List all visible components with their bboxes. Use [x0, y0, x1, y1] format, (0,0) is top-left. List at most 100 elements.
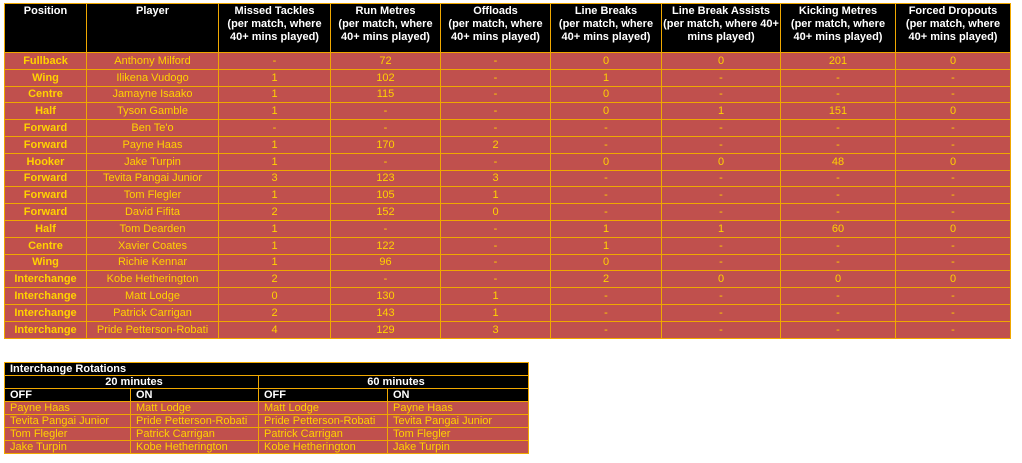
- player-cell: Jake Turpin: [86, 152, 219, 171]
- rotation-player-cell: Pride Petterson-Robati: [130, 414, 259, 428]
- column-header: Offloads (per match, where 40+ mins playe…: [440, 3, 551, 53]
- position-cell: Half: [4, 219, 87, 238]
- position-cell: Centre: [4, 85, 87, 104]
- stat-cell: -: [661, 68, 781, 87]
- stat-cell: 0: [550, 102, 662, 121]
- stat-cell: -: [440, 119, 551, 137]
- stat-cell: 2: [218, 203, 331, 221]
- stat-cell: 130: [330, 287, 441, 305]
- stat-cell: -: [895, 135, 1011, 154]
- stat-cell: 1: [218, 102, 331, 121]
- stat-cell: -: [895, 68, 1011, 87]
- stat-cell: -: [895, 236, 1011, 255]
- stat-cell: -: [330, 119, 441, 137]
- stat-cell: -: [895, 303, 1011, 322]
- player-cell: Kobe Hetherington: [86, 270, 219, 289]
- player-cell: Payne Haas: [86, 135, 219, 154]
- player-cell: Tevita Pangai Junior: [86, 169, 219, 188]
- table-row: Forward Tom Flegler 1 105 1- - - -: [4, 186, 1011, 205]
- stat-cell: -: [440, 253, 551, 272]
- stat-cell: 96: [330, 253, 441, 272]
- stat-cell: 1: [218, 68, 331, 87]
- column-subtitle: (per match, where 40+ mins played): [905, 18, 1001, 43]
- column-title: Missed Tackles: [234, 5, 315, 17]
- column-subtitle: (per match, where 40+ mins played): [558, 18, 654, 43]
- stat-cell: 1: [550, 68, 662, 87]
- position-cell: Forward: [4, 169, 87, 188]
- player-cell: Richie Kennar: [86, 253, 219, 272]
- rotation-player-cell: Kobe Hetherington: [258, 440, 388, 454]
- table-row: Half Tom Dearden 1- -1 1 60 0: [4, 219, 1011, 238]
- position-cell: Forward: [4, 119, 87, 137]
- stat-cell: 1: [550, 236, 662, 255]
- column-title: Offloads: [473, 5, 518, 17]
- position-cell: Interchange: [4, 270, 87, 289]
- position-cell: Forward: [4, 135, 87, 154]
- header-row: Position Player Missed Tackles (per match, …: [4, 3, 1011, 53]
- player-cell: Tom Dearden: [86, 219, 219, 238]
- stat-cell: -: [550, 135, 662, 154]
- stat-cell: -: [661, 253, 781, 272]
- position-cell: Interchange: [4, 303, 87, 322]
- position-cell: Hooker: [4, 152, 87, 171]
- stat-cell: -: [780, 135, 896, 154]
- stat-cell: -: [895, 287, 1011, 305]
- stat-cell: -: [780, 287, 896, 305]
- player-cell: Patrick Carrigan: [86, 303, 219, 322]
- stat-cell: -: [661, 303, 781, 322]
- stat-cell: -: [330, 152, 441, 171]
- stat-cell: -: [780, 303, 896, 322]
- stat-cell: -: [661, 119, 781, 137]
- rotation-row: Payne Haas Matt Lodge Matt Lodge Payne Haas: [4, 401, 529, 415]
- stat-cell: 152: [330, 203, 441, 221]
- col-on: ON: [130, 388, 259, 402]
- col-off: OFF: [4, 388, 131, 402]
- stat-cell: 115: [330, 85, 441, 104]
- rotation-player-cell: Jake Turpin: [4, 440, 131, 454]
- player-cell: Tom Flegler: [86, 186, 219, 205]
- player-stats-table: Position Player Missed Tackles (per match, …: [4, 3, 1011, 339]
- rotation-player-cell: Matt Lodge: [130, 401, 259, 415]
- position-cell: Interchange: [4, 320, 87, 339]
- column-title: Forced Dropouts: [908, 5, 998, 17]
- stat-cell: 1: [218, 186, 331, 205]
- column-subtitle: (per match, where 40+ mins played): [227, 18, 322, 43]
- column-title: Position: [23, 5, 68, 17]
- column-subtitle: (per match, where 40+ mins played): [790, 18, 886, 43]
- stat-cell: 3: [440, 169, 551, 188]
- stat-cell: 1: [440, 186, 551, 205]
- rotation-player-cell: Pride Petterson-Robati: [258, 414, 388, 428]
- stat-cell: -: [661, 287, 781, 305]
- stat-cell: 1: [440, 287, 551, 305]
- position-cell: Fullback: [4, 52, 87, 70]
- stat-cell: 2: [440, 135, 551, 154]
- stat-cell: -: [780, 186, 896, 205]
- stat-cell: 2: [218, 270, 331, 289]
- column-header: Line Break Assists (per match, where 40+ …: [661, 3, 781, 53]
- rotation-row: Tom Flegler Patrick Carrigan Patrick Carri…: [4, 427, 529, 441]
- position-cell: Forward: [4, 186, 87, 205]
- table-row: Forward David Fifita 2 152 0- - - -: [4, 203, 1011, 221]
- table-row: Centre Xavier Coates 1 122-1- - -: [4, 236, 1011, 255]
- player-cell: Ilikena Vudogo: [86, 68, 219, 87]
- stat-cell: -: [440, 152, 551, 171]
- stat-cell: 1: [661, 219, 781, 238]
- stat-cell: -: [895, 85, 1011, 104]
- stat-cell: 122: [330, 236, 441, 255]
- stat-cell: -: [440, 236, 551, 255]
- stat-cell: -: [218, 119, 331, 137]
- stat-cell: -: [440, 52, 551, 70]
- rotation-player-cell: Tevita Pangai Junior: [387, 414, 529, 428]
- stat-cell: 151: [780, 102, 896, 121]
- stat-cell: -: [550, 169, 662, 188]
- stat-cell: 0: [661, 52, 781, 70]
- position-cell: Centre: [4, 236, 87, 255]
- stat-cell: -: [550, 303, 662, 322]
- stat-cell: -: [661, 236, 781, 255]
- column-header: Run Metres (per match, where 40+ mins pla…: [330, 3, 441, 53]
- stat-cell: 0: [895, 270, 1011, 289]
- stat-cell: -: [895, 320, 1011, 339]
- stat-cell: -: [440, 270, 551, 289]
- stat-cell: -: [661, 135, 781, 154]
- player-cell: Pride Petterson-Robati: [86, 320, 219, 339]
